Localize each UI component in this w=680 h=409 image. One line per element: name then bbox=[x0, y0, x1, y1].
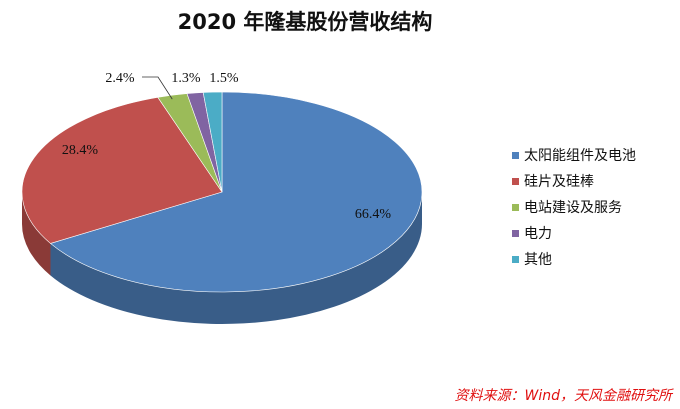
leader-line-2 bbox=[142, 76, 173, 100]
data-label-4: 1.5% bbox=[209, 71, 239, 86]
legend-label-4: 其他 bbox=[524, 252, 552, 268]
data-label-3: 1.3% bbox=[171, 71, 201, 86]
legend-swatch-3 bbox=[512, 230, 519, 237]
pie-side-1 bbox=[22, 192, 51, 276]
data-label-1: 28.4% bbox=[62, 143, 99, 158]
data-label-0: 66.4% bbox=[355, 207, 392, 222]
pie-side-0 bbox=[50, 192, 423, 324]
source-note: 资料来源：Wind，天风金融研究所 bbox=[454, 388, 673, 404]
legend-swatch-0 bbox=[512, 152, 519, 159]
legend-swatch-4 bbox=[512, 256, 519, 263]
chart-title: 2020 年隆基股份营收结构 bbox=[177, 10, 433, 34]
legend-label-2: 电站建设及服务 bbox=[524, 200, 622, 216]
legend-swatch-2 bbox=[512, 204, 519, 211]
pie-slice-4 bbox=[202, 91, 223, 193]
pie-slice-0 bbox=[49, 91, 423, 293]
legend-swatch-1 bbox=[512, 178, 519, 185]
pie-slice-1 bbox=[21, 96, 223, 244]
legend-label-3: 电力 bbox=[524, 226, 552, 242]
legend-label-0: 太阳能组件及电池 bbox=[524, 148, 636, 164]
data-label-2: 2.4% bbox=[105, 71, 135, 86]
legend-label-1: 硅片及硅棒 bbox=[524, 174, 594, 190]
